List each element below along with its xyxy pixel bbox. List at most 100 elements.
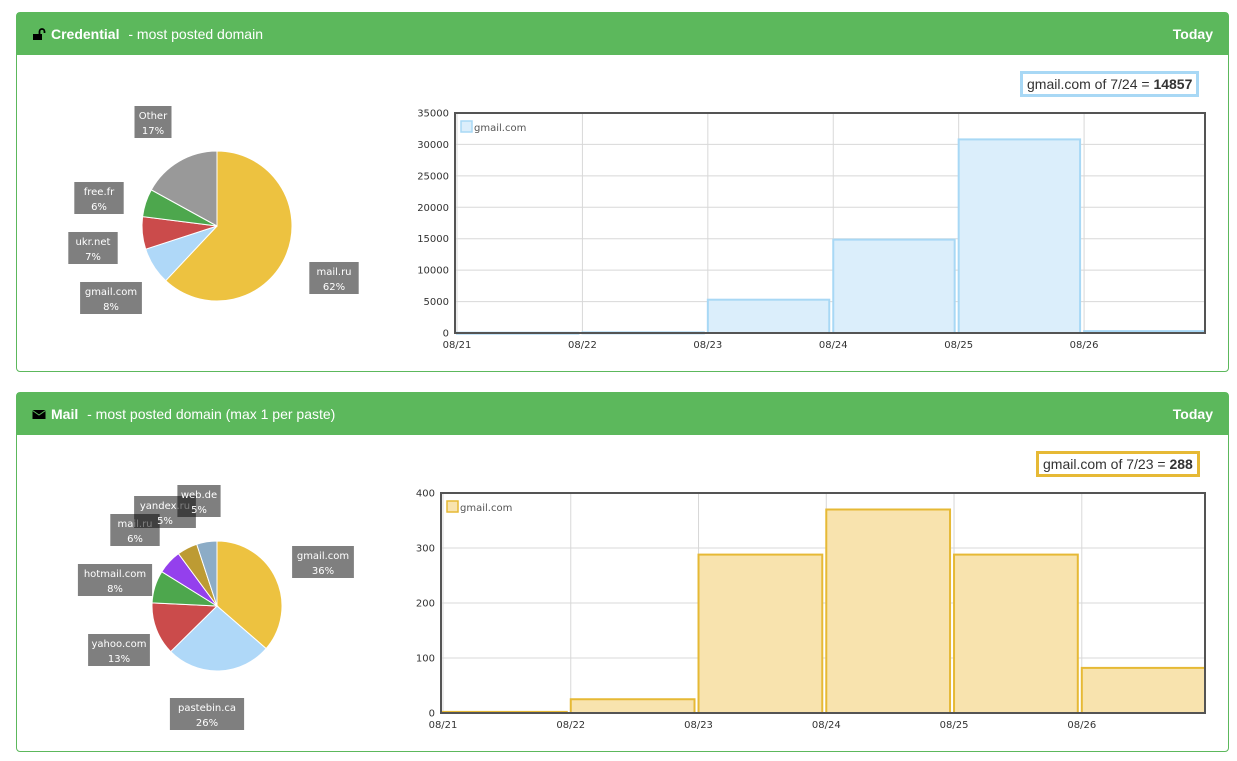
panel-title-bold: Credential [51,26,120,42]
y-tick-label: 30000 [417,140,449,151]
bar [569,698,696,714]
pie-label-name: yahoo.com [92,639,147,650]
pie-label: free.fr 6% [74,182,124,214]
y-tick-label: 25000 [417,171,449,182]
bar [832,238,956,334]
bar [957,138,1082,335]
pie-label: web.de 5% [177,485,221,517]
y-tick-label: 15000 [417,234,449,245]
pie-label-name: yandex.ru [140,501,190,512]
y-tick-label: 35000 [417,109,449,120]
y-tick-label: 5000 [424,297,449,308]
pie-label-bg [68,232,118,264]
pie-label-percent: 5% [191,505,207,516]
bar [1083,330,1207,335]
pie-label: ukr.net 7% [68,232,118,264]
panel-title: Mail - most posted domain (max 1 per pas… [32,406,335,422]
pie-label-name: gmail.com [85,287,137,298]
tooltip-prefix: gmail.com of 7/24 = [1027,76,1154,92]
tooltip-value: 14857 [1153,76,1193,92]
x-tick-label: 08/22 [568,340,597,351]
x-tick-label: 08/21 [443,340,472,351]
bar [697,553,824,714]
x-tick-label: 08/23 [693,340,722,351]
bar [442,710,568,714]
pie-label-bg [80,282,142,314]
unlock-icon [32,27,46,41]
y-tick-label: 0 [429,709,435,720]
pie-label-percent: 8% [103,302,119,313]
period-label: Today [1172,406,1213,422]
y-tick-label: 0 [443,329,449,340]
pie-chart: gmail.com 36% pastebin.ca 26% yahoo.com 13% ho… [77,485,354,730]
x-tick-label: 08/24 [812,720,841,731]
pie-label: yahoo.com 13% [88,634,150,666]
pie-slice [216,540,283,650]
panel-title: Credential - most posted domain [32,26,263,42]
x-tick-label: 08/23 [684,720,713,731]
x-tick-label: 08/26 [1067,720,1096,731]
bar [1080,666,1207,714]
bar [456,331,580,335]
pie-label-percent: 7% [85,252,101,263]
pie-label-bg [77,564,153,596]
legend-label: gmail.com [474,123,526,134]
pie-label-percent: 8% [107,584,123,595]
mail-panel: Mail - most posted domain (max 1 per pas… [16,392,1229,752]
period-label: Today [1172,26,1213,42]
pie-label-name: Other [139,111,168,122]
pie-slice [169,605,267,672]
bar [581,331,705,335]
pie-label-percent: 36% [312,566,334,577]
pie-label-bg [88,634,150,666]
plot-border [440,492,1206,714]
panel-heading: Mail - most posted domain (max 1 per pas… [17,393,1228,435]
pie-label-name: hotmail.com [84,569,146,580]
legend-swatch [446,500,459,513]
pie-label: pastebin.ca 26% [169,698,245,730]
panel-title-rest: - most posted domain [124,26,263,42]
pie-label-bg [74,182,124,214]
panel-body: gmail.com 36% pastebin.ca 26% yahoo.com 13% ho… [17,435,1228,751]
pie-label: mail.ru 62% [309,262,359,294]
legend-label: gmail.com [460,503,512,514]
pie-label-percent: 6% [91,202,107,213]
pie-label-bg [292,546,354,578]
tooltip-value: 288 [1169,456,1193,472]
pie-label-name: ukr.net [76,237,111,248]
pie-label-name: web.de [181,490,217,501]
legend: gmail.com [446,500,512,514]
x-tick-label: 08/21 [429,720,458,731]
hover-tooltip: gmail.com of 7/23 = 288 [1036,451,1200,477]
y-tick-label: 300 [416,544,435,555]
pie-label: gmail.com 8% [80,282,142,314]
tooltip-prefix: gmail.com of 7/23 = [1043,456,1170,472]
y-tick-label: 400 [416,489,435,500]
y-tick-label: 10000 [417,266,449,277]
legend-swatch [460,120,473,133]
x-tick-label: 08/25 [944,340,973,351]
x-tick-label: 08/26 [1070,340,1099,351]
y-tick-label: 200 [416,599,435,610]
plot-border [454,112,1206,334]
pie-label-bg [309,262,359,294]
bar [706,298,831,334]
pie-label-bg [177,485,221,517]
pie-slice [196,540,218,607]
pie-label-name: mail.ru [316,267,351,278]
panel-body: mail.ru 62% gmail.com 8% ukr.net 7% free.fr 6% O… [17,55,1228,371]
pie-label-percent: 13% [108,654,130,665]
pie-label-bg [134,106,172,138]
y-tick-label: 20000 [417,203,449,214]
panel-title-rest: - most posted domain (max 1 per paste) [83,406,336,422]
bar [825,508,952,714]
pie-label-bg [169,698,245,730]
y-tick-label: 100 [416,654,435,665]
x-tick-label: 08/22 [556,720,585,731]
pie-label-percent: 5% [157,516,173,527]
panel-heading: Credential - most posted domain Today [17,13,1228,55]
pie-label: gmail.com 36% [292,546,354,578]
pie-slice [164,150,293,302]
hover-tooltip: gmail.com of 7/24 = 14857 [1020,71,1200,97]
pie-label-percent: 17% [142,126,164,137]
